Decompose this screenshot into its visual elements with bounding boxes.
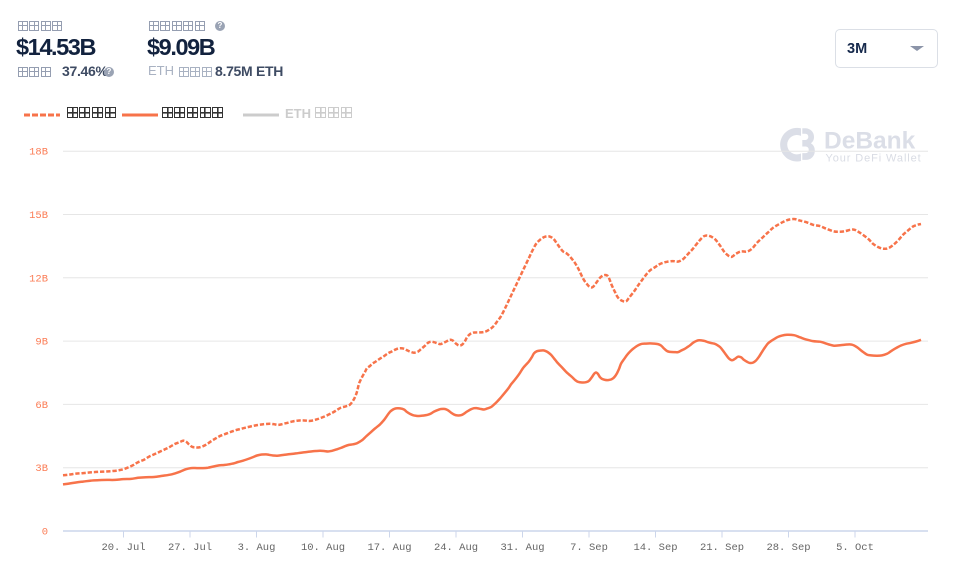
svg-text:18B: 18B bbox=[29, 147, 48, 159]
svg-text:0: 0 bbox=[42, 527, 48, 539]
svg-text:20. Jul: 20. Jul bbox=[101, 542, 145, 554]
svg-text:14. Sep: 14. Sep bbox=[633, 542, 677, 554]
svg-text:17. Aug: 17. Aug bbox=[367, 542, 411, 554]
svg-text:3B: 3B bbox=[35, 463, 48, 475]
svg-text:24. Aug: 24. Aug bbox=[434, 542, 478, 554]
svg-text:6B: 6B bbox=[35, 400, 48, 412]
svg-text:27. Jul: 27. Jul bbox=[168, 542, 212, 554]
svg-text:15B: 15B bbox=[29, 210, 48, 222]
svg-text:5. Oct: 5. Oct bbox=[836, 542, 874, 554]
svg-text:10. Aug: 10. Aug bbox=[301, 542, 345, 554]
svg-text:28. Sep: 28. Sep bbox=[766, 542, 810, 554]
svg-text:9B: 9B bbox=[35, 337, 48, 349]
svg-text:21. Sep: 21. Sep bbox=[700, 542, 744, 554]
svg-text:DeBank: DeBank bbox=[824, 128, 916, 155]
svg-text:31. Aug: 31. Aug bbox=[500, 542, 544, 554]
svg-text:Your DeFi Wallet: Your DeFi Wallet bbox=[826, 153, 922, 165]
svg-text:3. Aug: 3. Aug bbox=[238, 542, 276, 554]
svg-text:12B: 12B bbox=[29, 273, 48, 285]
svg-text:7. Sep: 7. Sep bbox=[570, 542, 608, 554]
